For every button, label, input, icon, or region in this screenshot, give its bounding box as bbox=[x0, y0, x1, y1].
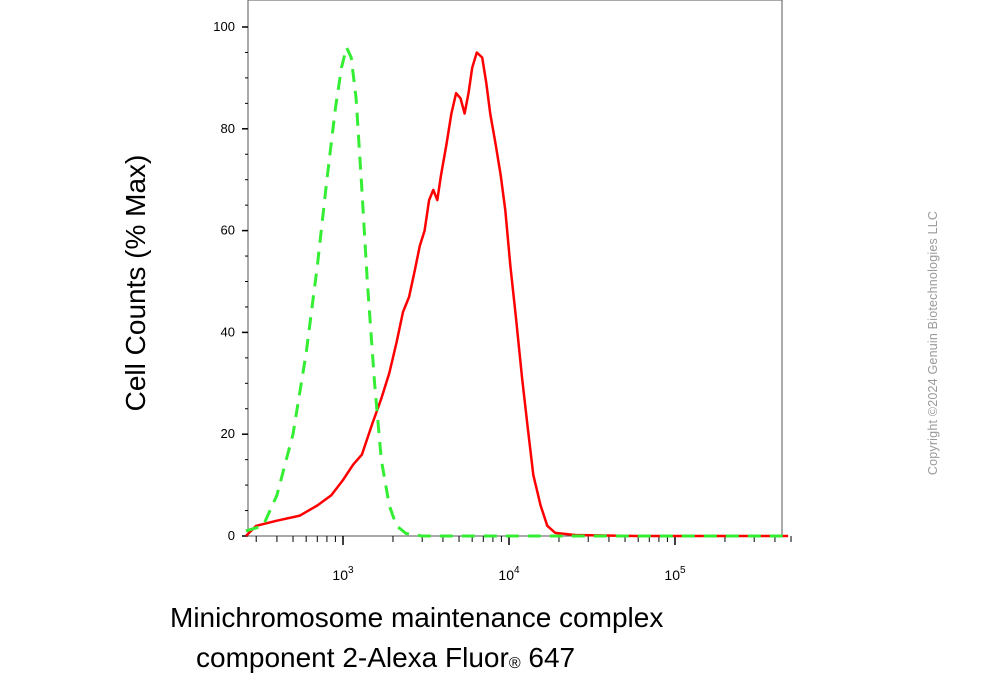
x-tick-label: 105 bbox=[664, 565, 686, 583]
x-axis-label-line1: Minichromosome maintenance complex bbox=[170, 602, 664, 633]
y-tick-label: 40 bbox=[221, 324, 235, 339]
registered-mark: ® bbox=[508, 655, 521, 672]
x-axis-label: Minichromosome maintenance complex compo… bbox=[170, 598, 663, 678]
y-tick-label: 80 bbox=[221, 121, 235, 136]
plot-frame bbox=[247, 0, 783, 537]
x-axis-label-line2: component 2-Alexa Fluor® 647 bbox=[170, 638, 663, 678]
y-tick-label: 20 bbox=[221, 426, 235, 441]
x-tick-label: 103 bbox=[332, 565, 354, 583]
x-axis: 103 104 105 bbox=[255, 536, 792, 583]
x-axis-label-line2-text: component 2-Alexa Fluor bbox=[196, 642, 509, 673]
y-axis: 0 20 40 60 80 100 bbox=[213, 19, 248, 543]
y-tick-label: 0 bbox=[228, 528, 235, 543]
sample-histogram-line bbox=[245, 51, 789, 538]
x-axis-label-line2-suffix: 647 bbox=[520, 642, 576, 673]
copyright-watermark: Copyright ©2024 Genuin Biotechnologies L… bbox=[926, 210, 940, 476]
x-tick-label: 104 bbox=[498, 565, 520, 583]
y-tick-label: 60 bbox=[221, 223, 235, 238]
y-axis-label: Cell Counts (% Max) bbox=[120, 154, 151, 412]
y-tick-label: 100 bbox=[213, 19, 235, 34]
control-histogram-line bbox=[245, 45, 789, 538]
series-group bbox=[245, 45, 789, 538]
